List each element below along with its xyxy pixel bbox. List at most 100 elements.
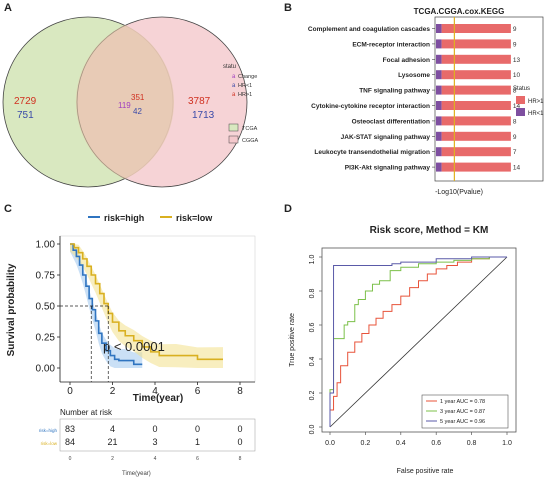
- venn-diagram: 2729 751 351 119 42 3787 1713 statu a Ch…: [2, 16, 259, 188]
- kegg-bar-hr-gt1: [441, 85, 511, 95]
- kegg-legend-swatch-hr-lt1: [516, 108, 525, 116]
- kegg-bar-hr-lt1: [436, 24, 442, 33]
- kegg-bar-count: 10: [513, 72, 521, 79]
- kegg-bar-hr-gt1: [441, 101, 511, 110]
- kegg-bar-hr-gt1: [441, 54, 511, 64]
- kegg-bar-chart: TCGA.CGGA.cox.KEGG Complement and coagul…: [308, 7, 544, 196]
- kegg-bar-count: 13: [513, 57, 521, 64]
- km-xlabel: Time(year): [133, 393, 183, 404]
- risk-cell: 4: [110, 424, 115, 434]
- kegg-bar-count: 14: [513, 103, 521, 110]
- kegg-plot-frame: [434, 16, 544, 182]
- roc-legend-label-1y: 1 year AUC = 0.78: [440, 399, 485, 405]
- kegg-category-label: Cytokine-cytokine receptor interaction: [311, 103, 430, 110]
- kegg-category-label: Lysosome: [398, 72, 430, 79]
- roc-curve-plot: Risk score, Method = KM 0.0 0.2 0.4 0.6 0.8 1…: [289, 225, 517, 475]
- set-legend-swatch-cgga: [228, 135, 239, 144]
- km-x-tick-label: 6: [195, 386, 201, 397]
- kegg-bar-hr-lt1: [436, 85, 442, 95]
- kegg-bar-count: 9: [513, 26, 517, 33]
- kegg-bar-hr-lt1: [436, 162, 442, 172]
- kegg-bar-hr-lt1: [436, 147, 442, 157]
- kegg-category-label: JAK-STAT signaling pathway: [341, 134, 431, 141]
- km-curve-high: [70, 243, 143, 366]
- kegg-bar-count: 8: [513, 118, 517, 125]
- venn-right-hr-lt1: 1713: [192, 110, 215, 121]
- roc-x-tick-label: 0.8: [467, 440, 477, 447]
- km-x-tick-label: 2: [110, 386, 116, 397]
- kegg-bar-count: 7: [513, 149, 517, 156]
- roc-curve-2: [329, 256, 507, 427]
- kegg-bar-hr-lt1: [436, 116, 442, 126]
- panel-a-letter: A: [4, 2, 12, 14]
- status-legend-glyph-change: a: [232, 74, 236, 80]
- status-legend-glyph-hr-gt1: a: [232, 92, 236, 98]
- kegg-bar-hr-gt1: [441, 70, 511, 80]
- roc-y-tick-label: 0.0: [309, 425, 316, 435]
- risk-cell: 3: [152, 437, 157, 447]
- status-legend-glyph-hr-lt1: a: [232, 83, 236, 89]
- roc-title: Risk score, Method = KM: [370, 225, 489, 236]
- status-legend-title: statu: [223, 64, 236, 70]
- risk-x-tick-label: 4: [154, 456, 157, 462]
- roc-y-tick-label: 0.2: [309, 391, 316, 401]
- roc-legend-label-3y: 3 year AUC = 0.87: [440, 409, 485, 415]
- kegg-bar-hr-gt1: [441, 24, 511, 33]
- roc-y-tick-label: 0.8: [309, 289, 316, 299]
- kegg-legend-label-hr-gt1: HR>1: [528, 99, 544, 105]
- roc-plot-frame: [321, 247, 517, 433]
- kegg-bar-hr-lt1: [436, 101, 442, 110]
- venn-left-change: 2729: [14, 96, 37, 107]
- status-legend-label-change: Change: [238, 74, 257, 80]
- roc-xlabel: False positive rate: [397, 468, 454, 475]
- roc-y-tick-label: 0.6: [309, 323, 316, 333]
- kegg-bar-hr-lt1: [436, 131, 442, 141]
- roc-curve-1: [329, 256, 507, 427]
- roc-curve-3: [329, 256, 507, 427]
- venn-overlap: [75, 25, 174, 179]
- venn-overlap-hr-lt1: 42: [133, 107, 142, 116]
- kegg-category-label: Leukocyte transendothelial migration: [314, 149, 430, 156]
- risk-table-title: Number at risk: [60, 408, 113, 417]
- kegg-bar-count: 14: [513, 165, 521, 172]
- panel-b-letter: B: [284, 2, 292, 14]
- kegg-category-label: Complement and coagulation cascades: [308, 26, 430, 33]
- km-y-tick-label: 0.75: [36, 271, 56, 282]
- risk-cell: 83: [65, 424, 75, 434]
- roc-x-tick-label: 0.4: [396, 440, 406, 447]
- roc-y-tick-label: 0.4: [309, 357, 316, 367]
- kegg-bar-hr-gt1: [441, 147, 511, 157]
- risk-x-tick-label: 2: [111, 456, 114, 462]
- set-legend-label-tcga: TCGA: [242, 126, 258, 132]
- km-survival-plot: risk=high risk=low 0.00 0.25 0.50 0.75 1.00 0…: [6, 213, 256, 477]
- km-legend-label-high: risk=high: [104, 213, 144, 223]
- risk-row-label: risk=high: [39, 428, 58, 433]
- roc-x-tick-label: 0.0: [325, 440, 335, 447]
- km-pvalue: p < 0.0001: [103, 339, 165, 354]
- risk-table-frame: [59, 418, 256, 452]
- kegg-bar-hr-gt1: [441, 131, 511, 141]
- kegg-xlabel: -Log10(Pvalue): [435, 189, 483, 196]
- status-legend-label-hr-gt1: HR>1: [238, 92, 252, 98]
- km-x-tick-label: 8: [237, 386, 243, 397]
- risk-x-tick-label: 8: [239, 456, 242, 462]
- roc-x-tick-label: 0.6: [431, 440, 441, 447]
- km-y-tick-label: 1.00: [36, 240, 56, 251]
- kegg-legend-swatch-hr-gt1: [516, 96, 525, 104]
- kegg-category-label: Osteoclast differentiation: [352, 118, 430, 125]
- risk-cell: 0: [237, 437, 242, 447]
- kegg-bar-hr-gt1: [441, 39, 511, 49]
- kegg-bar-count: 9: [513, 41, 517, 48]
- roc-ylabel: True positive rate: [289, 313, 296, 367]
- km-legend-label-low: risk=low: [176, 213, 213, 223]
- risk-cell: 84: [65, 437, 75, 447]
- risk-cell: 1: [195, 437, 200, 447]
- kegg-legend-title: Status: [513, 86, 530, 92]
- km-y-tick-label: 0.25: [36, 333, 56, 344]
- roc-x-tick-label: 0.2: [361, 440, 371, 447]
- km-confidence-band: [70, 244, 223, 368]
- roc-legend-label-5y: 5 year AUC = 0.96: [440, 419, 485, 425]
- kegg-bar-hr-lt1: [436, 39, 442, 49]
- risk-row-label: risk=low: [41, 441, 58, 446]
- venn-right-change: 3787: [188, 96, 211, 107]
